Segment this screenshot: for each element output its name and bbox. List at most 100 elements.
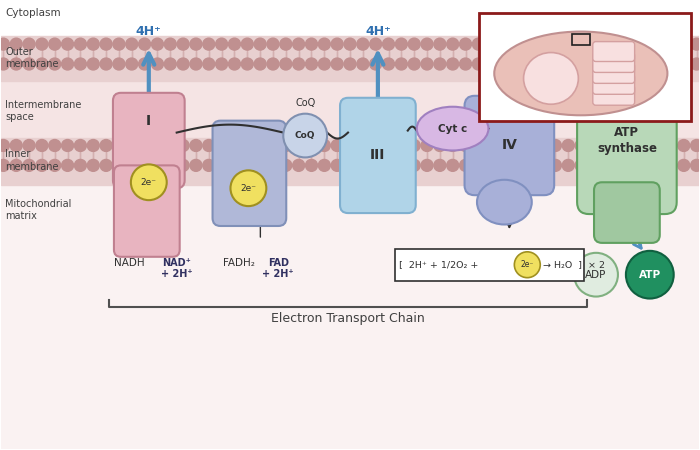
Circle shape — [588, 159, 600, 171]
Circle shape — [216, 140, 228, 152]
Circle shape — [0, 58, 9, 70]
Circle shape — [498, 140, 510, 152]
Circle shape — [614, 140, 626, 152]
Text: Cyt c: Cyt c — [438, 124, 467, 134]
Circle shape — [49, 58, 61, 70]
Text: NADH: NADH — [113, 258, 144, 268]
Circle shape — [460, 38, 472, 50]
Circle shape — [177, 159, 189, 171]
Circle shape — [62, 159, 74, 171]
Circle shape — [241, 140, 253, 152]
Circle shape — [344, 140, 356, 152]
Circle shape — [408, 38, 420, 50]
Circle shape — [511, 58, 523, 70]
Text: 4H⁺: 4H⁺ — [365, 25, 391, 38]
Circle shape — [203, 140, 215, 152]
Circle shape — [588, 38, 600, 50]
FancyBboxPatch shape — [340, 98, 416, 213]
Circle shape — [357, 140, 369, 152]
Circle shape — [0, 140, 9, 152]
Circle shape — [267, 159, 279, 171]
Circle shape — [485, 38, 497, 50]
Circle shape — [100, 140, 112, 152]
Circle shape — [434, 159, 446, 171]
Circle shape — [575, 58, 587, 70]
Circle shape — [74, 38, 86, 50]
FancyBboxPatch shape — [465, 96, 554, 195]
Text: CoQ: CoQ — [295, 131, 316, 140]
Circle shape — [395, 159, 407, 171]
Text: Mitochondrial
matrix: Mitochondrial matrix — [6, 199, 71, 221]
Ellipse shape — [477, 180, 532, 225]
Circle shape — [537, 38, 549, 50]
Circle shape — [10, 38, 22, 50]
Circle shape — [485, 140, 497, 152]
Circle shape — [473, 159, 484, 171]
Circle shape — [357, 38, 369, 50]
Circle shape — [139, 38, 150, 50]
Circle shape — [241, 58, 253, 70]
Circle shape — [514, 252, 540, 278]
Circle shape — [74, 159, 86, 171]
Ellipse shape — [416, 107, 489, 150]
Circle shape — [126, 38, 138, 50]
Circle shape — [614, 58, 626, 70]
Circle shape — [473, 38, 484, 50]
Circle shape — [36, 38, 48, 50]
Circle shape — [652, 140, 664, 152]
Circle shape — [678, 159, 690, 171]
Circle shape — [562, 159, 574, 171]
Text: Outer
membrane: Outer membrane — [6, 47, 59, 69]
Ellipse shape — [524, 53, 578, 104]
Circle shape — [562, 38, 574, 50]
Circle shape — [357, 58, 369, 70]
Bar — [1, 177, 699, 449]
Circle shape — [408, 140, 420, 152]
Circle shape — [511, 159, 523, 171]
Circle shape — [10, 159, 22, 171]
Circle shape — [318, 58, 330, 70]
Circle shape — [421, 38, 433, 50]
Circle shape — [395, 140, 407, 152]
FancyBboxPatch shape — [593, 41, 635, 62]
Circle shape — [254, 38, 266, 50]
Circle shape — [382, 159, 395, 171]
Circle shape — [562, 140, 574, 152]
Circle shape — [280, 38, 292, 50]
FancyBboxPatch shape — [113, 93, 185, 188]
Text: nH⁺: nH⁺ — [614, 20, 640, 33]
Circle shape — [370, 58, 382, 70]
Text: 2e⁻: 2e⁻ — [141, 178, 157, 187]
Circle shape — [216, 38, 228, 50]
Circle shape — [164, 159, 176, 171]
Text: FADH₂: FADH₂ — [223, 258, 254, 268]
Circle shape — [293, 159, 304, 171]
Circle shape — [691, 159, 700, 171]
Circle shape — [23, 38, 35, 50]
Circle shape — [164, 58, 176, 70]
Circle shape — [691, 140, 700, 152]
Circle shape — [10, 58, 22, 70]
Bar — [1, 36, 699, 81]
Circle shape — [447, 140, 459, 152]
Circle shape — [408, 58, 420, 70]
Circle shape — [652, 159, 664, 171]
Circle shape — [0, 159, 9, 171]
Circle shape — [331, 38, 343, 50]
Circle shape — [100, 38, 112, 50]
Circle shape — [639, 58, 651, 70]
Circle shape — [614, 159, 626, 171]
Circle shape — [280, 58, 292, 70]
Text: ATP: ATP — [638, 270, 661, 280]
Circle shape — [164, 38, 176, 50]
Circle shape — [665, 58, 677, 70]
Text: CoQ: CoQ — [295, 98, 315, 108]
Circle shape — [203, 58, 215, 70]
Circle shape — [241, 38, 253, 50]
Circle shape — [460, 58, 472, 70]
FancyBboxPatch shape — [593, 74, 635, 94]
Circle shape — [434, 140, 446, 152]
Circle shape — [678, 140, 690, 152]
Circle shape — [678, 58, 690, 70]
Circle shape — [550, 140, 561, 152]
